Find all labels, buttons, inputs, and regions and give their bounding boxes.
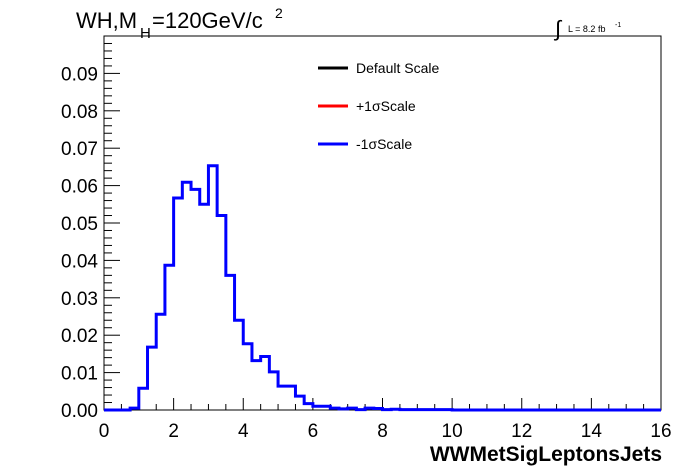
y-tick-label: 0.07	[61, 139, 98, 160]
y-tick-label: 0.00	[61, 401, 98, 422]
chart-title-subscript: H	[140, 25, 151, 42]
legend-label: +1σScale	[356, 98, 416, 114]
y-tick-label: 0.08	[61, 102, 98, 123]
series-layer	[104, 164, 661, 412]
x-tick-label: 0	[99, 421, 110, 442]
y-tick-label: 0.01	[61, 364, 98, 385]
x-tick-label: 6	[308, 421, 319, 442]
x-tick-label: 8	[377, 421, 388, 442]
y-tick-label: 0.06	[61, 177, 98, 198]
legend: Default Scale +1σScale -1σScale	[318, 60, 439, 152]
y-tick-label: 0.02	[61, 326, 98, 347]
legend-label: -1σScale	[356, 136, 412, 152]
x-axis: 0 2 4 6 8 10 12 14 16	[99, 398, 672, 442]
luminosity-label: L = 8.2 fb	[568, 24, 605, 34]
x-axis-label: WWMetSigLeptonsJets	[430, 443, 662, 466]
legend-label: Default Scale	[356, 60, 439, 76]
x-tick-label: 10	[442, 421, 463, 442]
x-tick-label: 16	[650, 421, 671, 442]
histogram-series-line	[104, 164, 661, 412]
y-tick-label: 0.09	[61, 64, 98, 85]
chart-title-main: WH,M	[76, 8, 137, 33]
x-tick-label: 2	[168, 421, 179, 442]
luminosity-superscript: -1	[615, 22, 621, 29]
x-tick-label: 14	[581, 421, 603, 442]
y-axis: 0.00 0.01 0.02 0.03 0.04 0.05 0.06 0.07 0.08 0.09	[61, 35, 120, 422]
chart-title-superscript: 2	[275, 5, 283, 21]
y-tick-label: 0.03	[61, 289, 98, 310]
x-tick-label: 4	[238, 421, 249, 442]
y-tick-label: 0.05	[61, 214, 98, 235]
integral-symbol: ∫	[553, 16, 563, 41]
plot-frame	[103, 35, 662, 411]
x-tick-label: 12	[511, 421, 532, 442]
y-tick-label: 0.04	[61, 251, 98, 272]
chart-title-rest: =120GeV/c	[152, 8, 263, 33]
